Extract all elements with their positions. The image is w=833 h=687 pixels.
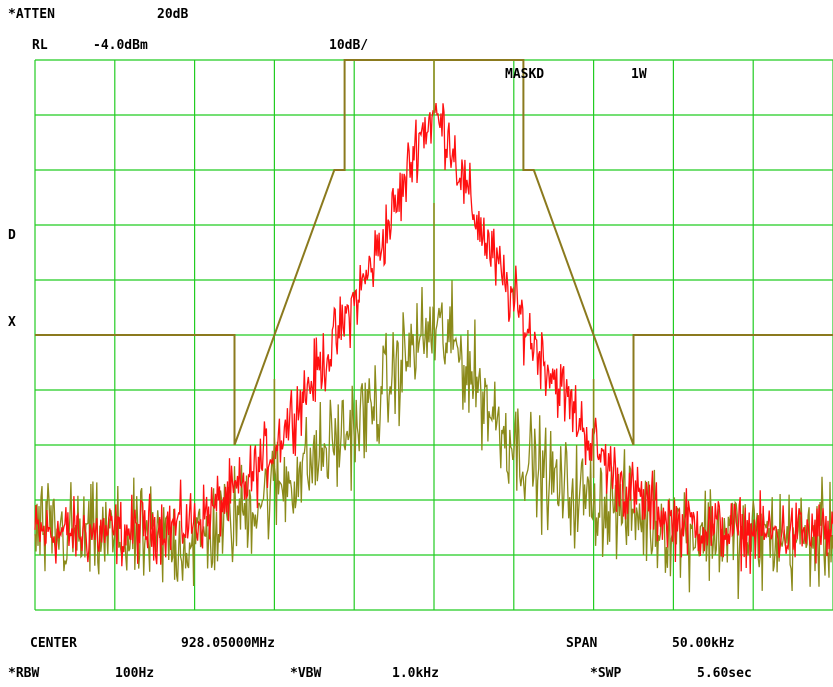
scale-value: 10dB/ — [329, 38, 369, 53]
center-label: CENTER — [30, 636, 77, 651]
mask-label: MASKD — [505, 67, 545, 82]
atten-value: 20dB — [157, 7, 189, 22]
mask-value: 1W — [631, 67, 647, 82]
ref-level-value: -4.0dBm — [93, 38, 148, 53]
ref-level-label: RL — [32, 38, 48, 53]
side-marker-d: D — [8, 228, 16, 243]
span-label: SPAN — [566, 636, 598, 651]
atten-label: *ATTEN — [8, 7, 55, 22]
side-marker-x: X — [8, 315, 16, 330]
span-value: 50.00kHz — [672, 636, 735, 651]
vbw-label: *VBW — [290, 666, 322, 681]
center-value: 928.05000MHz — [181, 636, 275, 651]
vbw-value: 1.0kHz — [392, 666, 439, 681]
sweep-label: *SWP — [590, 666, 622, 681]
rbw-value: 100Hz — [115, 666, 155, 681]
sweep-value: 5.60sec — [697, 666, 752, 681]
rbw-label: *RBW — [8, 666, 40, 681]
